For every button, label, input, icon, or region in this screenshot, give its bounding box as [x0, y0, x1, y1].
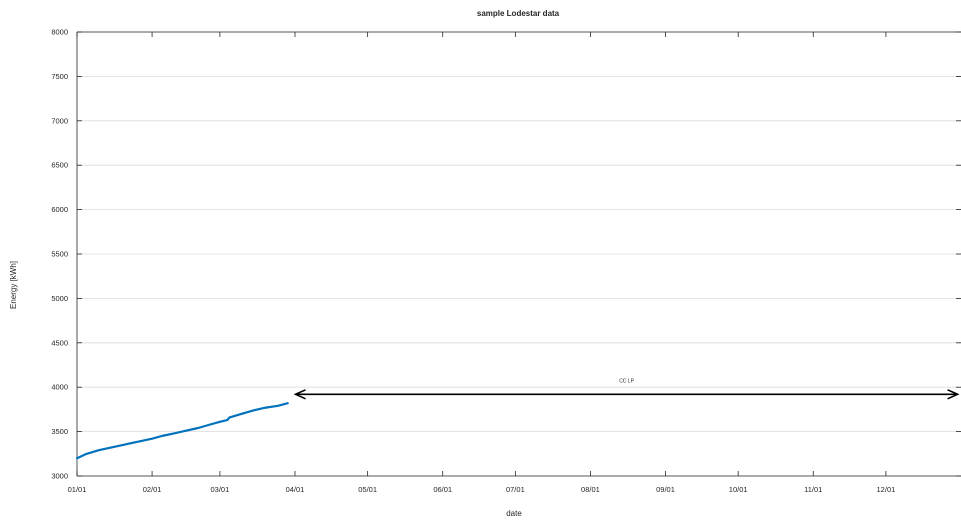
annotation-arrowhead-right	[947, 389, 960, 400]
grid	[77, 31, 961, 477]
x-tick-label: 12/01	[877, 485, 896, 494]
annotation-label: CC LP	[619, 378, 634, 384]
y-tick-label: 4000	[51, 383, 68, 392]
annotation-arrowhead-left	[293, 389, 306, 400]
data-point	[218, 420, 221, 423]
data-point	[151, 437, 153, 440]
y-tick-label: 3000	[51, 472, 68, 481]
x-tick-label: 05/01	[358, 485, 377, 494]
data-point	[228, 416, 231, 419]
data-point	[252, 409, 255, 412]
y-tick-label: 6000	[51, 205, 68, 214]
annotations: CC LP	[293, 378, 960, 400]
data-point	[110, 446, 112, 449]
data-point	[240, 412, 243, 415]
data-point	[172, 432, 175, 435]
data-point	[97, 449, 100, 452]
y-tick-label: 3500	[51, 427, 68, 436]
data-point	[134, 441, 137, 444]
data-point	[85, 452, 88, 455]
y-tick-label: 6500	[51, 161, 68, 170]
axes: 3000 3500 4000 4500 5000 5500 6000 6500 7000 7500…	[51, 28, 961, 494]
y-axis-label: Energy [kWh]	[9, 261, 18, 309]
data-point	[265, 406, 267, 409]
data-point	[197, 427, 199, 429]
x-tick-label: 02/01	[143, 485, 162, 494]
chart-title: sample Lodestar data	[477, 9, 560, 18]
y-tick-label: 7500	[51, 72, 68, 81]
y-tick-label: 5500	[51, 250, 68, 259]
x-tick-label: 11/01	[804, 485, 822, 494]
x-tick-label: 03/01	[211, 485, 230, 494]
x-tick-label: 08/01	[581, 485, 600, 494]
series-line	[75, 402, 289, 460]
data-point	[286, 402, 289, 405]
series	[75, 402, 289, 460]
x-tick-label: 06/01	[433, 485, 452, 494]
x-axis-label: date	[506, 509, 522, 517]
y-tick-label: 7000	[51, 116, 68, 125]
x-tick-label: 04/01	[286, 485, 305, 494]
y-tick-label: 5000	[51, 294, 68, 303]
data-point	[122, 444, 124, 446]
data-point	[277, 404, 279, 407]
x-tick-label: 07/01	[506, 485, 525, 494]
y-tick-label: 4500	[51, 338, 68, 347]
y-tick-label: 8000	[51, 28, 68, 37]
data-point	[209, 423, 212, 426]
x-tick-label: 09/01	[656, 485, 675, 494]
data-point	[160, 435, 163, 437]
x-tick-label: 01/01	[68, 485, 87, 494]
x-tick-label: 10/01	[729, 485, 748, 494]
data-point	[76, 457, 78, 460]
data-point	[226, 419, 229, 421]
data-point	[185, 429, 187, 432]
